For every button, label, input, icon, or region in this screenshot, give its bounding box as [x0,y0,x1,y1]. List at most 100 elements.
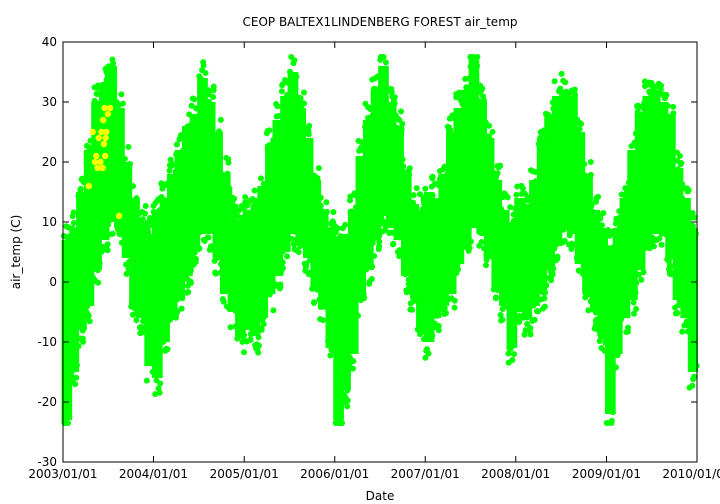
temp-spike [612,228,616,414]
temp-point [166,162,173,169]
temp-point [433,312,440,319]
temp-point [493,177,500,184]
temp-spike [627,150,631,318]
temp-point [681,322,688,329]
temp-point [667,253,674,260]
temp-spike [98,84,102,270]
temp-point [295,249,302,256]
flagged-temp-point [97,158,104,166]
temp-point [679,328,686,335]
temp-point [513,191,520,198]
temp-point [497,162,504,169]
temp-point [608,417,615,424]
temp-spike [303,108,307,258]
temp-point [251,187,258,194]
temp-range-bar [401,174,412,276]
temp-range-bar [220,174,231,294]
temp-point [447,127,454,134]
temp-point [451,304,458,311]
temp-point [244,214,251,221]
temp-range-bar [197,78,208,234]
temp-spike [272,120,276,294]
temp-point [429,173,436,180]
temp-range-bar [680,198,691,318]
temp-point [207,104,214,111]
y-tick-label: 40 [42,35,57,49]
temp-point [339,225,346,232]
temp-range-bar [688,228,698,372]
temp-point [136,324,143,331]
flagged-temp-point [98,128,105,136]
temp-range-bar [137,222,147,318]
temp-range-bar [190,114,200,252]
temp-point [640,269,647,276]
temp-point [289,226,296,233]
temp-spike [559,90,563,246]
temp-range-bar [333,240,344,420]
temp-point [479,103,486,110]
temp-point [463,93,470,100]
y-tick-label: 20 [42,155,57,169]
temp-point [184,276,191,283]
temp-spike [242,210,246,336]
temp-point [330,209,337,216]
flagged-temp-point [89,128,96,136]
temp-point [614,227,621,234]
temp-point [422,354,429,361]
temp-point [257,175,264,182]
x-tick-label: 2009/01/01 [572,467,641,481]
temp-point [225,159,232,166]
temp-point [501,190,508,197]
temp-point [505,350,512,357]
temp-spike [680,168,684,318]
temp-spike [121,108,125,258]
temp-spike [287,72,291,252]
temp-spike [476,60,480,234]
temp-point [612,220,619,227]
temp-spike [69,228,73,420]
temp-spike [468,60,472,240]
temp-spike [567,90,571,234]
x-axis-ticks: 2003/01/01 2004/01/01 2005/01/01 2006/01/01… [28,42,720,481]
temp-spike [521,198,525,318]
temp-range-bar [167,174,178,318]
temp-point [453,94,460,101]
temp-point [530,168,537,175]
temp-point [521,331,528,338]
temp-spike [649,90,653,246]
temp-spike [597,210,601,336]
temp-spike [431,192,435,342]
temp-point [529,317,536,324]
temp-point [672,310,679,317]
temp-point [191,116,198,123]
temp-point [692,230,699,237]
temp-point [273,100,280,107]
temp-range-bar [642,96,653,246]
temp-point [585,307,592,314]
temp-spike [514,198,518,348]
temp-point [678,160,685,167]
temp-range-bar [62,240,72,420]
temp-range-bar [91,102,102,270]
temp-spike [250,204,254,336]
temp-spike [257,186,261,336]
temp-point [199,67,206,74]
temp-range-bar [76,192,87,330]
flagged-temp-point [104,110,112,118]
temp-point [104,247,111,254]
temp-point [467,238,474,245]
temp-point [270,307,277,314]
flagged-temp-point [99,116,107,124]
temp-spike [446,132,450,306]
x-tick-label: 2007/01/01 [391,467,460,481]
temp-point [630,299,637,306]
temp-range-bar [386,102,397,228]
temp-spike [340,234,344,420]
temp-spike [672,114,676,300]
temp-point [537,129,544,136]
temp-spike [280,96,284,276]
x-tick-label: 2006/01/01 [300,467,369,481]
temp-point [410,192,417,199]
temp-point [451,297,458,304]
temp-point [549,271,556,278]
